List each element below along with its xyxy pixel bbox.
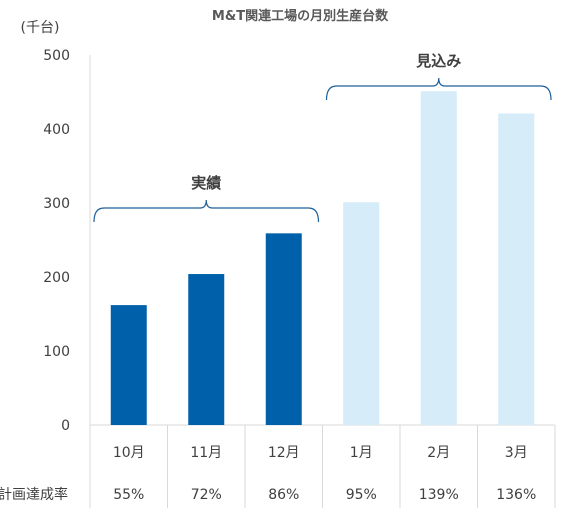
group-bracket [93, 199, 320, 223]
y-tick-label: 500 [43, 48, 70, 64]
table-cell: 72% [191, 487, 222, 503]
y-axis-unit-label: (千台) [21, 20, 60, 36]
x-tick-label: 11月 [190, 445, 222, 461]
bar-actual [188, 274, 225, 425]
table-cell: 136% [496, 487, 536, 503]
chart-title: M&T関連工場の月別生産台数 [212, 8, 389, 24]
axes-layer [89, 55, 556, 508]
table-cell: 55% [113, 487, 144, 503]
x-tick-label: 2月 [427, 445, 450, 461]
y-tick-label: 400 [43, 122, 70, 138]
table-row-label: 計画達成率 [0, 486, 68, 503]
labels-layer: 0 100 200 300 400 500 10月 55% 11月 72% 12月 86% 1月 95% 2… [43, 48, 536, 503]
group-label: 見込み [415, 52, 461, 70]
x-tick-label: 12月 [268, 445, 300, 461]
x-tick-label: 10月 [113, 445, 145, 461]
y-tick-label: 0 [61, 418, 70, 434]
table-cell: 95% [346, 487, 377, 503]
table-cell: 86% [268, 487, 299, 503]
bar-forecast [498, 113, 535, 426]
y-tick-label: 100 [43, 344, 70, 360]
bar-forecast [343, 202, 380, 425]
groups-layer: 実績 見込み [93, 52, 552, 223]
x-tick-label: 3月 [505, 445, 528, 461]
bar-actual [265, 233, 302, 425]
group-label: 実績 [191, 174, 221, 192]
y-tick-label: 300 [43, 196, 70, 212]
bar-actual [110, 305, 147, 425]
bars-layer [110, 91, 535, 426]
x-tick-label: 1月 [350, 445, 373, 461]
bar-forecast [420, 91, 457, 425]
y-tick-label: 200 [43, 270, 70, 286]
group-bracket [325, 77, 552, 101]
table-cell: 139% [419, 487, 459, 503]
